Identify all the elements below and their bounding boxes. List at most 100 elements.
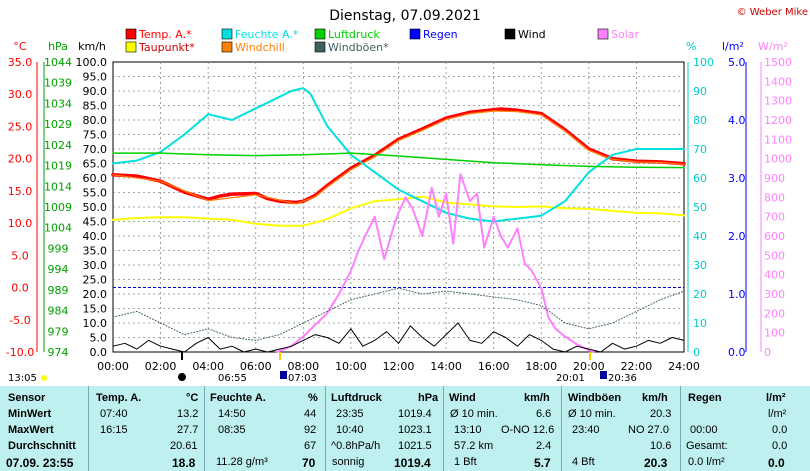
avg-press-note: ^0.8hPa/h [331, 440, 381, 452]
chart-title: Dienstag, 07.09.2021 [329, 8, 480, 24]
solar-tick-label: 200 [764, 307, 785, 320]
x-tick-label: 22:00 [621, 360, 653, 373]
now-wind-val: 5.7 [534, 456, 551, 470]
pressure-tick-label: 1009 [44, 201, 72, 214]
pressure-tick-label: 984 [48, 305, 69, 318]
pressure-tick-label: 1024 [44, 139, 72, 152]
max-temp-time: 16:15 [100, 424, 128, 436]
solar-tick-label: 0 [764, 346, 771, 359]
avg-temp-val: 20.61 [170, 440, 198, 452]
max-wind-time: 13:10 [454, 424, 482, 436]
pressure-tick-label: 1014 [44, 180, 72, 193]
sunset-time: 20:36 [608, 373, 637, 384]
max-rain-time: 00:00 [690, 424, 718, 436]
pressure-tick-label: 974 [48, 346, 69, 359]
humidity-tick-label: 50 [693, 201, 707, 214]
series-line-wind [112, 322, 685, 353]
legend-label: Temp. A.* [138, 28, 192, 41]
moon-phase-icon [178, 373, 186, 381]
now-wind-bft: 1 Bft [454, 456, 477, 468]
x-tick-label: 16:00 [478, 360, 510, 373]
series-line-solar [276, 173, 595, 353]
dawn-time: 07:03 [288, 373, 317, 384]
rain-tick-label: 2.0 [728, 230, 746, 243]
pressure-axis-label: hPa [48, 40, 68, 53]
max-temp-val: 27.7 [177, 424, 199, 436]
max-press-val: 1023.1 [398, 424, 432, 436]
now-gust-bft: 4 Bft [572, 456, 595, 468]
wind-tick-label: 80.0 [83, 114, 108, 127]
wind-tick-label: 70.0 [83, 143, 108, 156]
x-tick-label: 14:00 [430, 360, 462, 373]
header-hum-unit: % [308, 392, 318, 404]
legend-label: Windböen* [328, 41, 389, 54]
legend-swatch [221, 28, 233, 40]
legend-swatch [125, 28, 137, 40]
rain-tick-label: 4.0 [728, 114, 746, 127]
solar-tick-label: 900 [764, 172, 785, 185]
pressure-tick-label: 1019 [44, 160, 72, 173]
avg-hum-val: 67 [304, 440, 317, 452]
min-temp-time: 07:40 [100, 408, 128, 420]
humidity-tick-label: 70 [693, 143, 707, 156]
wind-axis-label: km/h [78, 40, 106, 53]
series-line-windben [112, 287, 685, 341]
legend-label: Windchill [235, 41, 285, 54]
header-gust-unit: km/h [642, 392, 668, 404]
credit-label: © Weber Mike [737, 7, 808, 18]
series-line-feuchtea [112, 87, 685, 223]
legend-label: Wind [518, 28, 546, 41]
wind-tick-label: 60.0 [83, 172, 108, 185]
wind-tick-label: 40.0 [83, 230, 108, 243]
legend-label: Luftdruck [328, 28, 380, 41]
solar-tick-label: 1100 [764, 133, 792, 146]
rain-axis-label: l/m² [722, 40, 744, 53]
moon-icon [41, 375, 47, 381]
x-tick-label: 06:00 [240, 360, 272, 373]
avg-wind-val: 2.4 [536, 440, 552, 452]
wind-tick-label: 100.0 [76, 56, 108, 69]
solar-tick-label: 1000 [764, 153, 792, 166]
temp-tick-label: 5.0 [11, 249, 29, 262]
wind-tick-label: 65.0 [83, 158, 108, 171]
pressure-tick-label: 1044 [44, 56, 72, 69]
temp-tick-label: 30.0 [8, 88, 33, 101]
humidity-tick-label: 40 [693, 230, 707, 243]
row-max-label: MaxWert [8, 424, 54, 436]
header-hum: Feuchte A. [210, 392, 266, 404]
weather-chart: 35.030.025.020.015.010.05.00.0-5.0-10.0°… [6, 7, 808, 384]
wind-tick-label: 75.0 [83, 129, 108, 142]
x-tick-label: 04:00 [192, 360, 224, 373]
temp-tick-label: 25.0 [8, 120, 33, 133]
header-temp-unit: °C [186, 392, 199, 404]
temp-tick-label: 20.0 [8, 153, 33, 166]
sunrise-icon [280, 371, 287, 379]
max-hum-time: 08:35 [218, 424, 246, 436]
wind-tick-label: 85.0 [83, 100, 108, 113]
temp-tick-label: -5.0 [9, 314, 30, 327]
wind-tick-label: 90.0 [83, 85, 108, 98]
pressure-tick-label: 1034 [44, 97, 72, 110]
now-press-val: 1019.4 [394, 456, 431, 470]
now-gust-val: 20.3 [644, 456, 668, 470]
min-press-time: 23:35 [336, 408, 364, 420]
temp-tick-label: 35.0 [8, 56, 33, 69]
header-temp: Temp. A. [96, 392, 142, 404]
avg-gust-val: 10.6 [650, 440, 672, 452]
min-press-val: 1019.4 [398, 408, 432, 420]
header-sensor: Sensor [8, 392, 46, 404]
pressure-tick-label: 999 [48, 242, 69, 255]
humidity-tick-label: 60 [693, 172, 707, 185]
max-rain-val: 0.0 [772, 424, 788, 436]
header-rain: Regen [688, 392, 722, 404]
pressure-tick-label: 1039 [44, 77, 72, 90]
solar-tick-label: 300 [764, 288, 785, 301]
row-min-label: MinWert [8, 408, 52, 420]
wind-tick-label: 50.0 [83, 201, 108, 214]
x-tick-label: 24:00 [668, 360, 700, 373]
min-wind-val: 6.6 [536, 408, 552, 420]
wind-tick-label: 35.0 [83, 245, 108, 258]
series-line-windchill [112, 110, 685, 205]
humidity-tick-label: 90 [693, 85, 707, 98]
pressure-tick-label: 979 [48, 325, 69, 338]
